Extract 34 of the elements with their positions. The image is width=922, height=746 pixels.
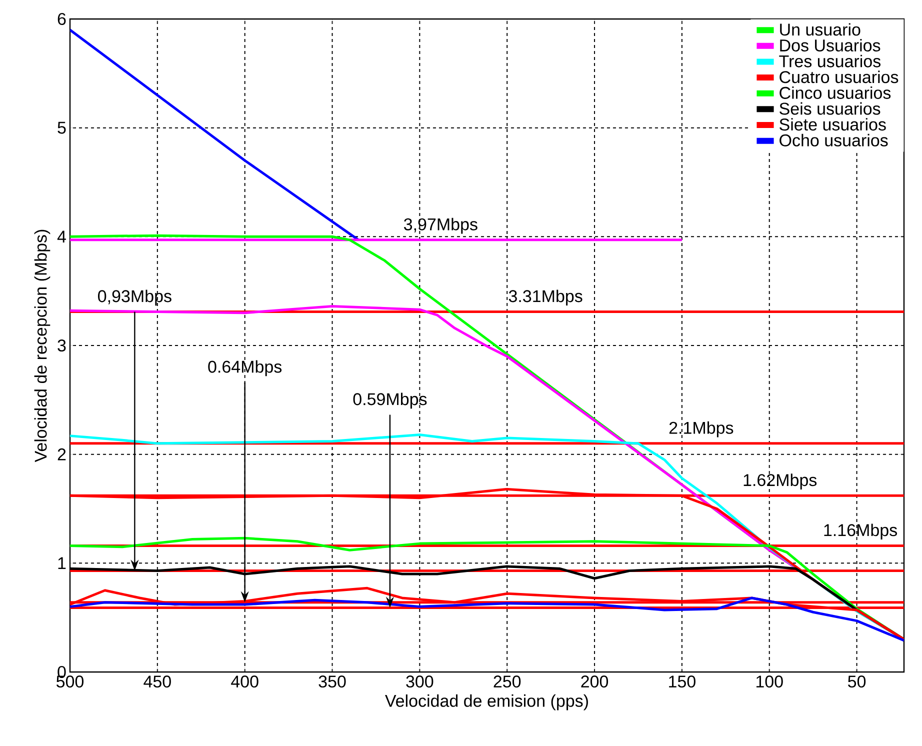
x-tick-label: 500	[56, 676, 84, 688]
y-tick-label: 3	[58, 339, 66, 352]
legend-label: Ocho usuarios	[780, 134, 888, 146]
x-tick-label: 450	[144, 676, 171, 688]
y-tick-label: 6	[58, 12, 66, 26]
annotation: 0,93Mbps	[98, 290, 172, 306]
x-tick-label: 300	[406, 676, 434, 688]
y-tick-label: 4	[57, 230, 66, 242]
annotation: 2.1Mbps	[669, 421, 734, 438]
x-axis-title: Velocidad de emision (pps)	[385, 694, 588, 710]
x-tick-label: 50	[848, 676, 866, 688]
y-axis-title: Velocidad de recepcion (Mbps)	[34, 230, 50, 462]
y-tick-label: 2	[58, 448, 66, 460]
y-tick-label: 5	[58, 122, 66, 134]
legend-label: Dos Usuarios	[780, 39, 880, 52]
legend-label: Seis usuarios	[780, 102, 880, 115]
legend-label: Cuatro usuarios	[780, 70, 898, 84]
legend-label: Tres usuarios	[779, 54, 880, 68]
annotation: 1.62Mbps	[744, 474, 817, 490]
legend-label: Siete usuarios	[780, 118, 886, 131]
annotation: 3,97Mbps	[404, 218, 478, 234]
x-tick-label: 100	[756, 676, 783, 688]
annotation: 1.16Mbps	[824, 524, 897, 540]
x-tick-label: 350	[318, 676, 346, 688]
annotation: 0.64Mbps	[208, 360, 282, 376]
x-tick-label: 150	[669, 676, 696, 688]
y-tick-label: 1	[58, 557, 66, 569]
x-tick-label: 250	[494, 676, 521, 688]
x-tick-label: 200	[581, 676, 608, 688]
annotation: 3.31Mbps	[508, 290, 582, 306]
legend-label: Cinco usuarios	[780, 86, 891, 99]
legend-label: Un usuario	[780, 23, 860, 36]
x-tick-label: 400	[231, 676, 258, 688]
annotation: 0.59Mbps	[353, 392, 427, 409]
